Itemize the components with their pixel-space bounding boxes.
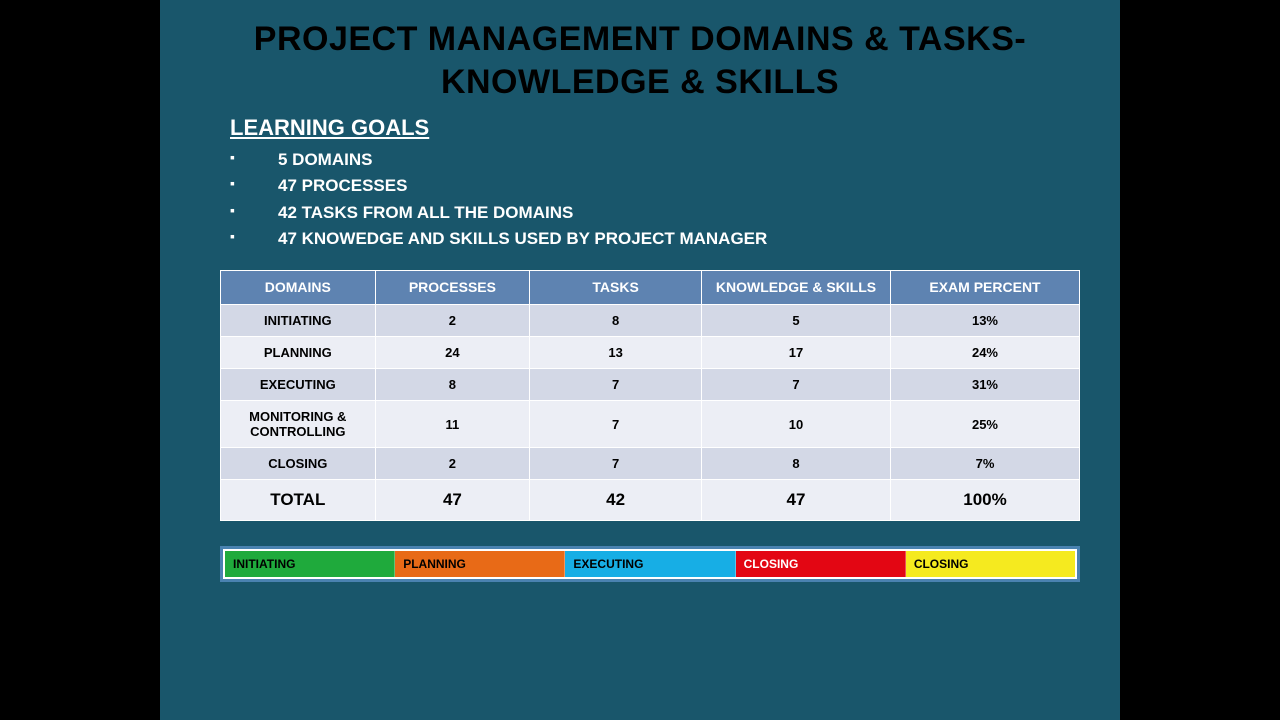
cell: 31% (890, 369, 1079, 401)
cell: 8 (530, 305, 702, 337)
cell: 8 (702, 448, 891, 480)
cell: 25% (890, 401, 1079, 448)
col-tasks: TASKS (530, 271, 702, 305)
cell: 7% (890, 448, 1079, 480)
cell: 24% (890, 337, 1079, 369)
goals-list: 5 DOMAINS 47 PROCESSES 42 TASKS FROM ALL… (230, 147, 1090, 252)
col-processes: PROCESSES (375, 271, 530, 305)
phase-closing-1: CLOSING (736, 551, 906, 577)
cell: 7 (530, 448, 702, 480)
goal-item: 5 DOMAINS (230, 147, 1090, 173)
cell-total: 100% (890, 480, 1079, 521)
cell: 24 (375, 337, 530, 369)
table-total-row: TOTAL 47 42 47 100% (221, 480, 1080, 521)
cell-total: 47 (375, 480, 530, 521)
table-row: EXECUTING 8 7 7 31% (221, 369, 1080, 401)
cell: 5 (702, 305, 891, 337)
goal-item: 47 KNOWEDGE AND SKILLS USED BY PROJECT M… (230, 226, 1090, 252)
cell: INITIATING (221, 305, 376, 337)
phase-footer: INITIATING PLANNING EXECUTING CLOSING CL… (225, 551, 1075, 577)
table-row: CLOSING 2 7 8 7% (221, 448, 1080, 480)
cell: 8 (375, 369, 530, 401)
cell: 10 (702, 401, 891, 448)
cell: 2 (375, 448, 530, 480)
goal-item: 42 TASKS FROM ALL THE DOMAINS (230, 200, 1090, 226)
goal-item: 47 PROCESSES (230, 173, 1090, 199)
domains-table: DOMAINS PROCESSES TASKS KNOWLEDGE & SKIL… (220, 270, 1080, 521)
phase-closing-2: CLOSING (906, 551, 1075, 577)
table-row: MONITORING & CONTROLLING 11 7 10 25% (221, 401, 1080, 448)
cell: 17 (702, 337, 891, 369)
col-exam: EXAM PERCENT (890, 271, 1079, 305)
phase-initiating: INITIATING (225, 551, 395, 577)
cell: 7 (530, 401, 702, 448)
slide-title: PROJECT MANAGEMENT DOMAINS & TASKS- KNOW… (190, 18, 1090, 103)
phase-executing: EXECUTING (565, 551, 735, 577)
table-header-row: DOMAINS PROCESSES TASKS KNOWLEDGE & SKIL… (221, 271, 1080, 305)
cell: CLOSING (221, 448, 376, 480)
col-domains: DOMAINS (221, 271, 376, 305)
cell: EXECUTING (221, 369, 376, 401)
cell: 13 (530, 337, 702, 369)
cell: PLANNING (221, 337, 376, 369)
goals-heading: LEARNING GOALS (230, 115, 1090, 141)
col-knowledge: KNOWLEDGE & SKILLS (702, 271, 891, 305)
domains-table-wrap: DOMAINS PROCESSES TASKS KNOWLEDGE & SKIL… (220, 270, 1080, 521)
cell: 7 (702, 369, 891, 401)
cell: 13% (890, 305, 1079, 337)
phase-footer-wrap: INITIATING PLANNING EXECUTING CLOSING CL… (220, 546, 1080, 582)
phase-planning: PLANNING (395, 551, 565, 577)
cell-total: 47 (702, 480, 891, 521)
cell-total: TOTAL (221, 480, 376, 521)
table-row: PLANNING 24 13 17 24% (221, 337, 1080, 369)
cell-total: 42 (530, 480, 702, 521)
cell: MONITORING & CONTROLLING (221, 401, 376, 448)
cell: 2 (375, 305, 530, 337)
cell: 7 (530, 369, 702, 401)
cell: 11 (375, 401, 530, 448)
slide: PROJECT MANAGEMENT DOMAINS & TASKS- KNOW… (160, 0, 1120, 720)
table-row: INITIATING 2 8 5 13% (221, 305, 1080, 337)
learning-goals-section: LEARNING GOALS 5 DOMAINS 47 PROCESSES 42… (230, 115, 1090, 252)
